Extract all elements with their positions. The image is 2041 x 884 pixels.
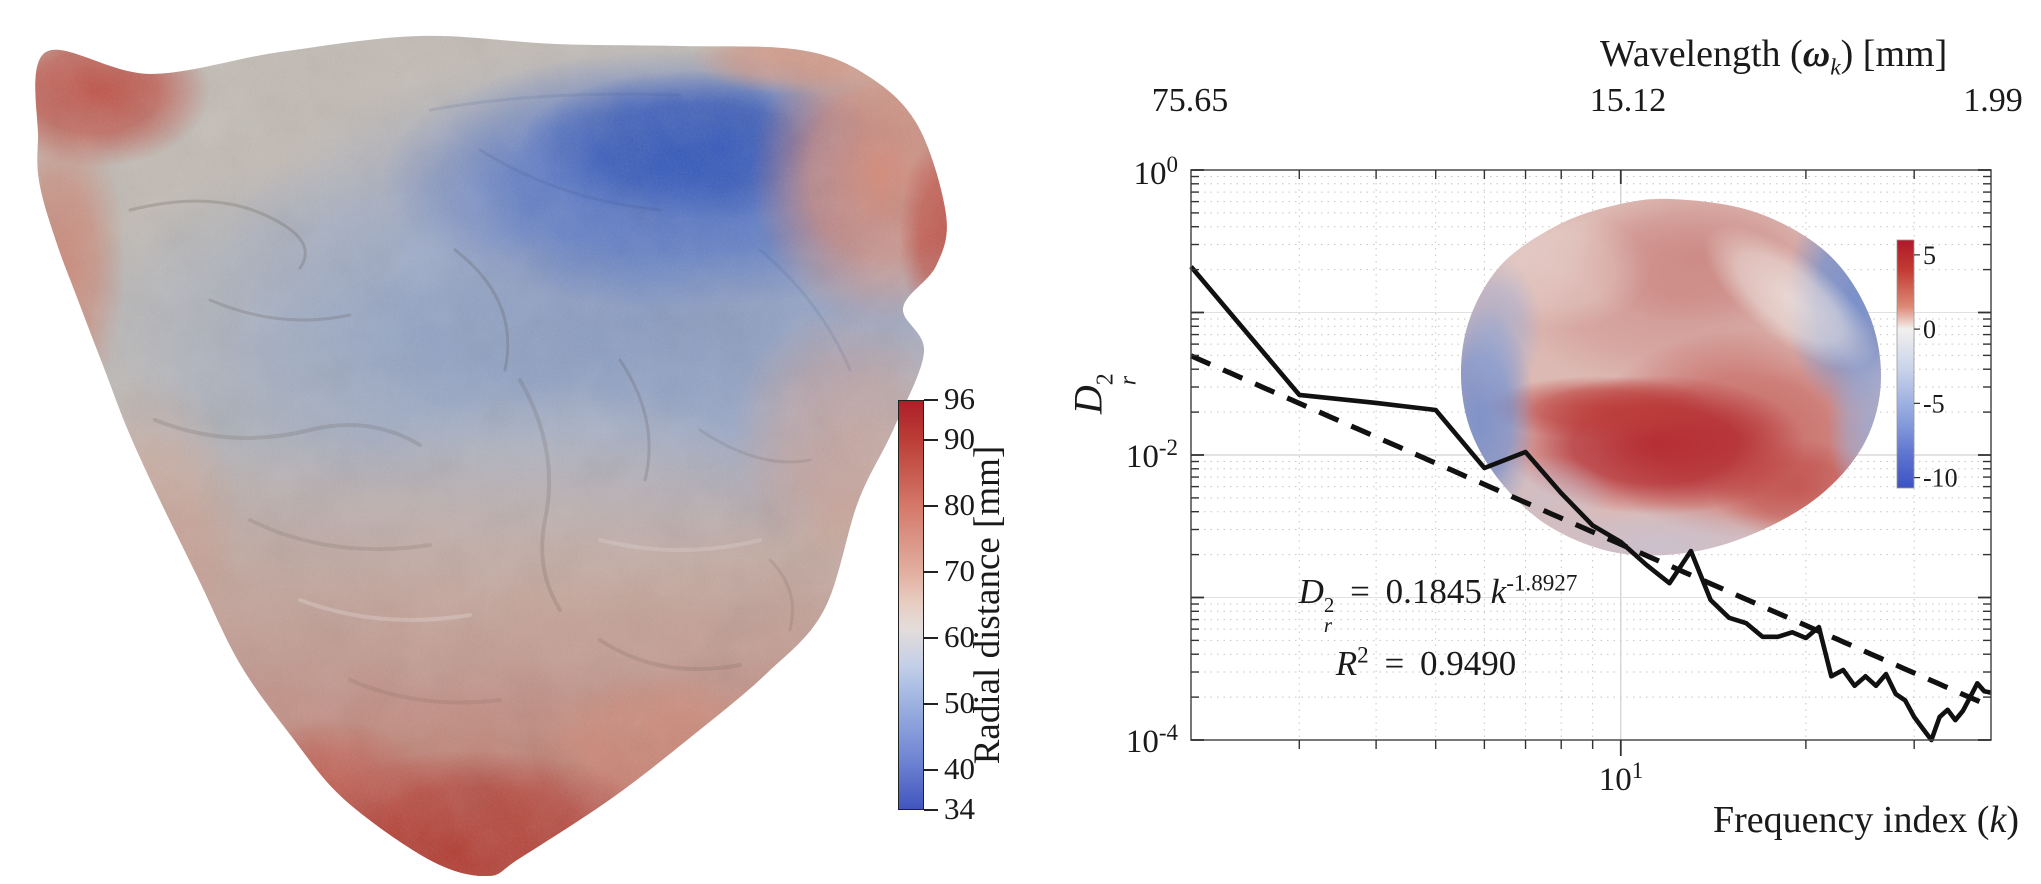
inset-colorbar-ticks: 5 0 -5 -10 [1914, 241, 1958, 493]
colorbar-tick [924, 809, 938, 811]
colorbar-tick [924, 399, 938, 401]
top-axis-label: Wavelength (ωk) [mm] [1600, 33, 1948, 81]
x-axis-label: Frequency index (k) [1713, 799, 2019, 841]
colorbar-tick [924, 504, 938, 507]
top-axis-tick-label: 1.99 [1963, 82, 2023, 119]
colorbar-tick-label: 50 [944, 685, 975, 721]
colorbar-tick-label: 34 [944, 791, 975, 826]
colorbar-tick [924, 637, 938, 640]
radial-distance-colorbar [898, 400, 924, 810]
colorbar-tick-label: 70 [944, 552, 975, 588]
r-squared-annotation: R2 = 0.9490 [1335, 641, 1517, 683]
inset-colorbar-tick-label: 0 [1923, 315, 1936, 344]
colorbar-tick-label: 60 [944, 619, 975, 655]
colorbar-tick [924, 570, 938, 573]
top-axis-tick-label: 15.12 [1589, 82, 1667, 119]
inset-colorbar-tick-label: -5 [1923, 389, 1945, 418]
inset-colorbar [1896, 239, 1915, 489]
fit-equation-annotation: D 2 r = 0.1845 k-1.8927 [1298, 569, 1578, 638]
colorbar-tick-label: 80 [944, 486, 975, 522]
spectrum-solid-line [1189, 265, 1992, 743]
particle-3d-render [35, 35, 947, 877]
colorbar-tick [924, 769, 938, 772]
x-axis-tick-label: 101 [1598, 758, 1644, 798]
basin-contours [428, 92, 852, 372]
surface-crevices [128, 199, 824, 752]
inset-colorbar-tick-label: 5 [1923, 241, 1936, 270]
fit-dashed-line [1189, 353, 1993, 710]
data-lines [1189, 265, 1993, 743]
inset-particle-projection [1460, 198, 1882, 556]
y-axis-tick-label: 10-4 [1125, 720, 1178, 760]
colorbar-tick [924, 438, 938, 441]
colorbar-tick-label: 96 [944, 381, 975, 416]
axes-frame [1190, 169, 1992, 756]
colorbar-tick-label: 40 [944, 751, 975, 787]
y-axis-tick-label: 100 [1133, 152, 1179, 192]
surface-highlights [298, 538, 762, 622]
top-axis-tick-label: 75.65 [1151, 82, 1229, 119]
y-axis-tick-label: 10-2 [1125, 435, 1178, 475]
inset-colorbar-tick-label: -10 [1923, 464, 1958, 493]
colorbar-tick-label: 90 [944, 420, 975, 456]
colorbar-tick [924, 703, 938, 706]
